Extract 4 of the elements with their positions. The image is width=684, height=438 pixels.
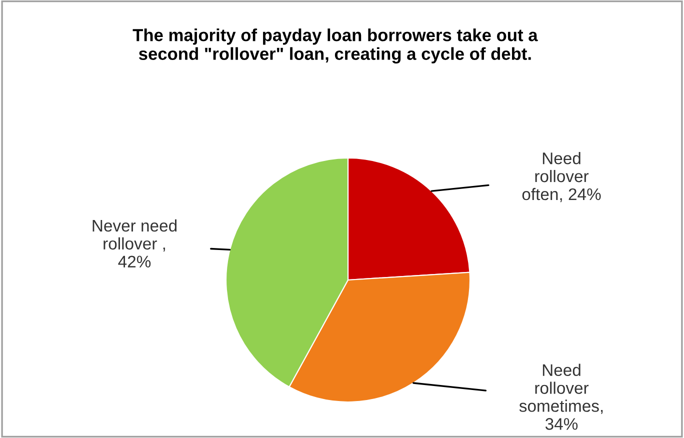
slice-label: Need rollover sometimes, 34% (519, 364, 603, 430)
slice-label: Never need rollover , 42% (92, 219, 177, 268)
slice-label: Need rollover often, 24% (522, 152, 601, 202)
chart-title: The majority of payday loan borrowers take out a second "rollover" loan, creating a cycle of debt. (132, 28, 538, 64)
